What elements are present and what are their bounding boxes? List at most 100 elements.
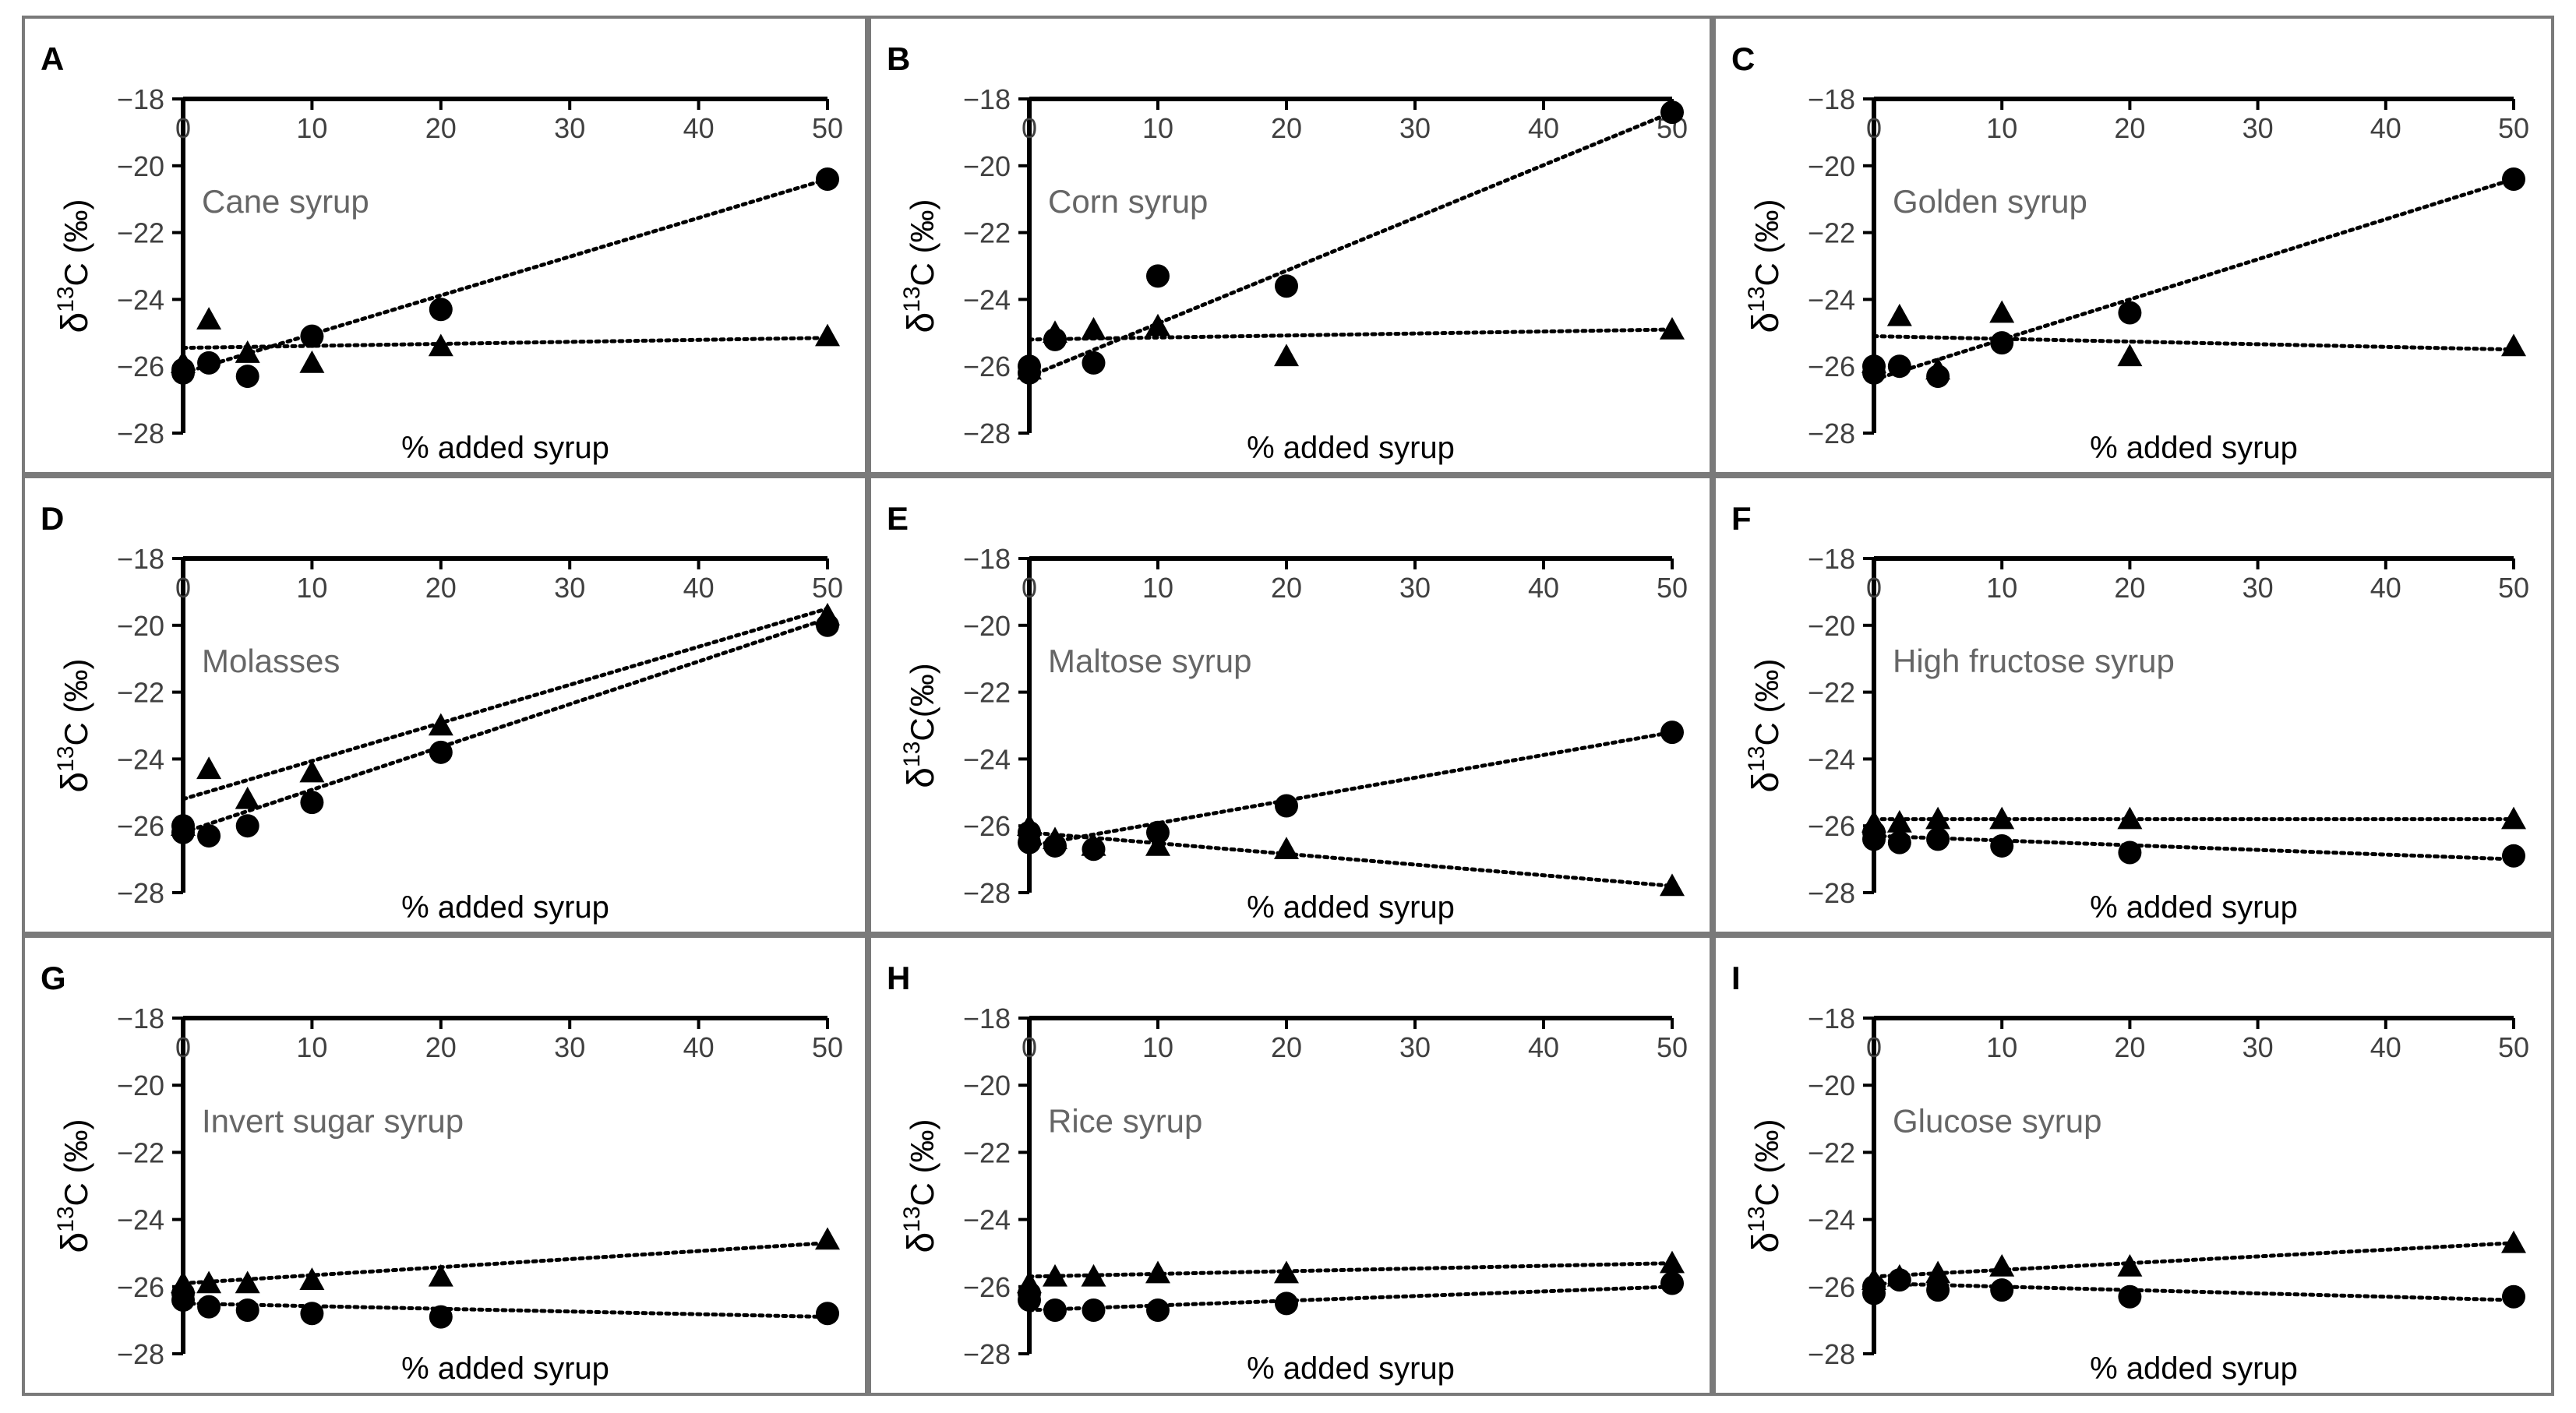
y-tick-label: −22 (1808, 1136, 1855, 1168)
y-axis-label-delta: δ (901, 1232, 942, 1253)
y-tick-label: −24 (117, 1204, 164, 1236)
x-tick-label: 50 (812, 572, 843, 604)
y-tick-label: −22 (117, 1136, 164, 1168)
circle-point (235, 1298, 259, 1322)
y-axis-label-superscript: 13 (1744, 745, 1770, 771)
syrup-title: Corn syrup (1048, 183, 1208, 220)
y-tick-label: −26 (117, 1271, 164, 1303)
y-axis-label: δ13C (‰) (1744, 199, 1787, 333)
circle-point (1990, 331, 2014, 355)
circle-point (1275, 794, 1298, 818)
x-axis-label: % added syrup (401, 431, 609, 465)
y-axis-label-delta: δ (55, 1232, 96, 1253)
triangle-trendline (1872, 334, 2516, 352)
circle-point (1275, 1291, 1298, 1316)
panel-letter: F (1731, 500, 1752, 537)
triangle-point (171, 350, 196, 373)
circle-trendline (1027, 110, 1674, 379)
y-axis-label-unit: C (‰) (904, 1119, 940, 1206)
y-axis-label-unit: C (‰) (1749, 199, 1785, 286)
circle-point (197, 824, 221, 848)
circle-point (1990, 833, 2014, 858)
x-tick-label: 10 (1142, 1031, 1173, 1063)
triangle-point (235, 1270, 260, 1294)
panel-border (868, 935, 1713, 1396)
y-axis-label: δ13C(‰) (899, 663, 942, 788)
y-tick-label: −28 (117, 877, 164, 909)
triangle-point (1989, 806, 2015, 830)
circle-point (1926, 1278, 1950, 1302)
triangle-point (1145, 833, 1170, 856)
x-tick-label: 0 (1022, 572, 1037, 604)
y-tick-label: −20 (1808, 610, 1855, 642)
triangle-point (1043, 320, 1067, 344)
x-tick-label: 10 (1986, 572, 2017, 604)
triangle-point (815, 602, 840, 625)
x-tick-label: 50 (2498, 1031, 2529, 1063)
circle-trendline (1872, 1281, 2516, 1302)
y-axis-label-superscript: 13 (899, 1206, 925, 1232)
x-tick-label: 0 (1866, 112, 1882, 144)
y-axis-label-delta: δ (55, 312, 96, 333)
y-axis-label-delta: δ (901, 767, 942, 788)
x-tick-label: 10 (296, 112, 327, 144)
x-tick-label: 40 (683, 1031, 715, 1063)
triangle-point (2501, 333, 2526, 357)
triangle-point (1043, 1263, 1067, 1287)
y-axis-label-unit: C (‰) (58, 1119, 94, 1206)
y-tick-label: −22 (1808, 677, 1855, 709)
y-tick-label: −20 (1808, 150, 1855, 182)
triangle-point (235, 786, 260, 809)
x-tick-label: 10 (296, 1031, 327, 1063)
circle-trendline (181, 1301, 830, 1320)
x-tick-label: 30 (2243, 572, 2274, 604)
x-axis-label: % added syrup (2090, 1351, 2298, 1386)
triangle-trendline (1027, 830, 1674, 888)
y-tick-label: −20 (963, 1069, 1011, 1101)
circle-point (235, 365, 259, 389)
y-tick-label: −26 (963, 1271, 1011, 1303)
y-tick-label: −18 (963, 1002, 1011, 1034)
y-axis-label-unit: C (‰) (58, 199, 94, 286)
syrup-title: Golden syrup (1893, 183, 2087, 220)
x-tick-label: 50 (812, 1031, 843, 1063)
x-tick-label: 40 (2370, 1031, 2401, 1063)
triangle-point (196, 756, 222, 780)
y-tick-label: −24 (117, 743, 164, 775)
y-axis-label-superscript: 13 (1744, 286, 1770, 312)
triangle-point (299, 1267, 325, 1290)
triangle-trendline (1872, 1241, 2516, 1279)
syrup-title: High fructose syrup (1893, 643, 2175, 679)
y-axis-label-superscript: 13 (53, 745, 79, 771)
triangle-point (299, 759, 325, 783)
syrup-title: Molasses (202, 643, 340, 679)
x-tick-label: 30 (1399, 112, 1431, 144)
circle-point (429, 740, 453, 764)
triangle-point (1660, 873, 1685, 897)
y-axis-label-unit: C(‰) (904, 663, 940, 741)
x-tick-label: 30 (1399, 572, 1431, 604)
y-axis-label-superscript: 13 (53, 286, 79, 312)
y-axis-label-superscript: 13 (53, 1206, 79, 1232)
circle-point (171, 1288, 195, 1313)
circle-point (429, 1305, 453, 1329)
y-tick-label: −18 (1808, 83, 1855, 115)
y-tick-label: −24 (963, 1204, 1011, 1236)
triangle-point (815, 1227, 840, 1250)
triangle-point (1081, 317, 1106, 340)
circle-point (1146, 264, 1170, 288)
x-tick-label: 50 (1657, 572, 1688, 604)
triangle-point (1925, 806, 1951, 830)
y-tick-label: −28 (1808, 1338, 1855, 1370)
triangle-point (815, 323, 840, 347)
x-axis-label: % added syrup (2090, 890, 2298, 925)
x-tick-label: 0 (175, 112, 191, 144)
triangle-point (196, 307, 222, 329)
y-tick-label: −24 (963, 743, 1011, 775)
circle-point (1887, 354, 1911, 379)
x-tick-label: 30 (2243, 112, 2274, 144)
